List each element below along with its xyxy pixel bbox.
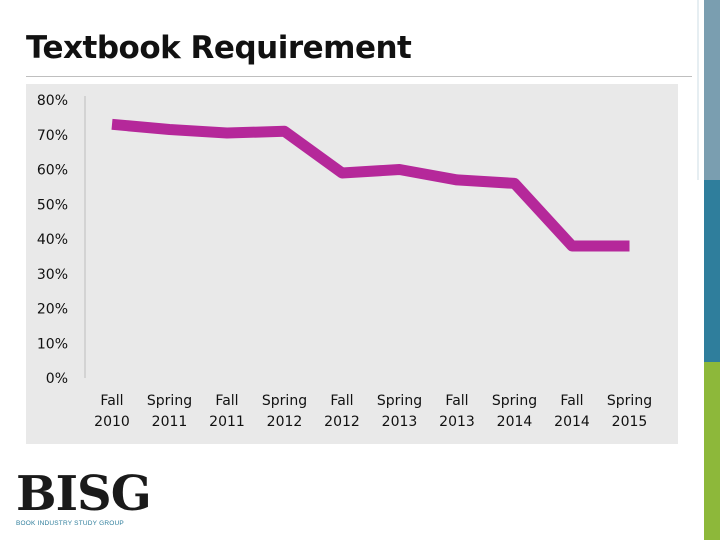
logo-tagline: BOOK INDUSTRY STUDY GROUP: [16, 520, 124, 527]
x-tick-label: Spring 2015: [607, 393, 652, 430]
x-tick-label: Fall 2010: [94, 393, 130, 430]
y-tick-label: 0%: [46, 371, 68, 387]
line-chart: 0% 10% 20% 30% 40% 50% 60% 70% 80% Fall 2010 Spring…: [37, 93, 652, 430]
x-tick-label: Fall 2012: [324, 393, 360, 430]
y-tick-label: 50%: [37, 197, 68, 213]
chart-background: [26, 84, 678, 444]
y-tick-label: 70%: [37, 128, 68, 144]
x-tick-label: Spring 2012: [262, 393, 307, 430]
y-tick-label: 10%: [37, 336, 68, 352]
y-tick-label: 30%: [37, 267, 68, 283]
series-line: [111, 118, 630, 252]
x-tick-label: Fall 2014: [554, 393, 590, 430]
y-tick-label: 60%: [37, 163, 68, 179]
x-tick-label: Spring 2014: [492, 393, 537, 430]
accent-bar-middle: [704, 180, 720, 362]
y-tick-label: 40%: [37, 232, 68, 248]
accent-bar-top: [704, 0, 720, 180]
y-tick-label: 80%: [37, 93, 68, 109]
x-tick-label: Spring 2013: [377, 393, 422, 430]
x-tick-label: Spring 2011: [147, 393, 192, 430]
y-tick-label: 20%: [37, 302, 68, 318]
logo-wordmark: BISG: [16, 466, 152, 522]
slide-title: Textbook Requirement: [26, 30, 412, 66]
accent-thin-line: [697, 0, 699, 180]
x-tick-label: Fall 2011: [209, 393, 245, 430]
x-tick-label: Fall 2013: [439, 393, 475, 430]
bisg-logo: BISG BOOK INDUSTRY STUDY GROUP: [16, 466, 152, 527]
title-divider: [26, 76, 692, 77]
accent-bar-bottom: [704, 362, 720, 540]
